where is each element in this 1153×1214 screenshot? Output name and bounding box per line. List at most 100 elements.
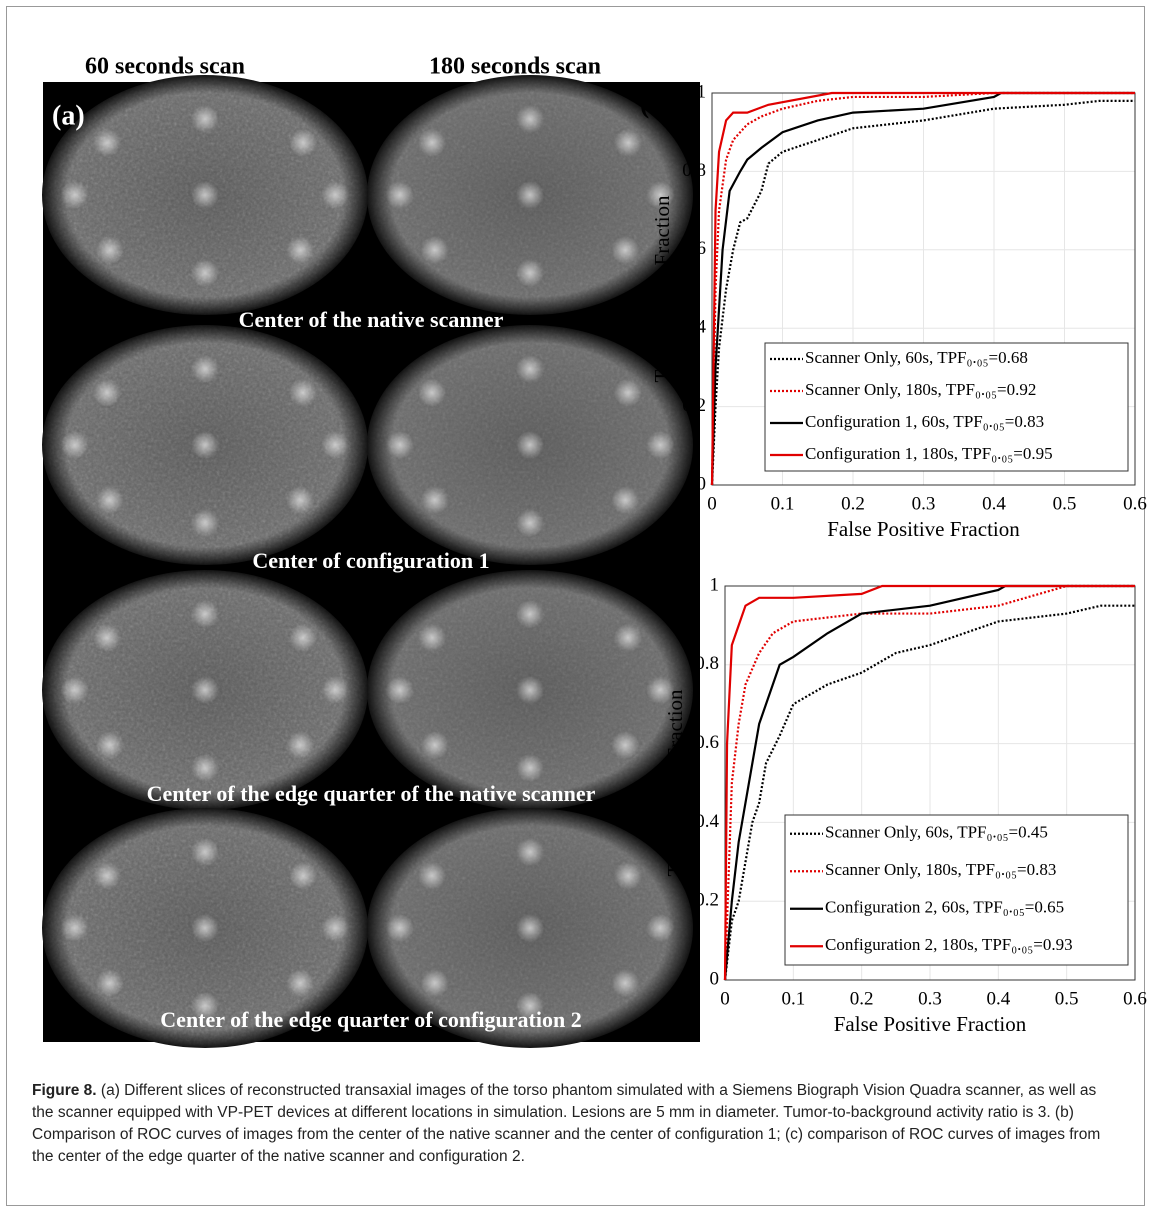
lesion-spot (286, 731, 315, 760)
lesion-spot (420, 969, 449, 998)
lesion-spot (611, 731, 640, 760)
panel-label: (c) (652, 564, 683, 595)
legend-label: Scanner Only, 60s, TPF₀.₀₅=0.68 (805, 348, 1028, 367)
caption-label: Figure 8. (32, 1082, 97, 1099)
legend-label: Scanner Only, 60s, TPF₀.₀₅=0.45 (825, 823, 1048, 842)
lesion-spot (60, 676, 89, 704)
lesion-spot (516, 431, 544, 459)
lesion-spot (191, 991, 219, 1020)
x-tick-label: 0.3 (918, 988, 942, 1009)
lesion-spot (191, 508, 219, 537)
lesion-spot (420, 236, 449, 265)
lesion-spot (321, 676, 350, 704)
x-tick-label: 0 (707, 493, 717, 514)
legend-label: Scanner Only, 180s, TPF₀.₀₅=0.83 (825, 860, 1056, 879)
y-tick-label: 1 (710, 574, 720, 595)
y-tick-label: 0.2 (695, 890, 719, 911)
x-tick-label: 0.4 (986, 988, 1010, 1009)
y-tick-label: 0.2 (682, 395, 706, 416)
x-tick-label: 0.6 (1123, 493, 1147, 514)
lesion-spot (191, 431, 219, 459)
lesion-spot (286, 236, 315, 265)
x-tick-label: 0 (720, 988, 730, 1009)
lesion-spot (321, 431, 350, 459)
lesion-spot (516, 753, 544, 782)
row-label: Center of the edge quarter of configurat… (160, 1007, 581, 1032)
y-tick-label: 1 (697, 81, 707, 102)
lesion-spot (93, 128, 121, 157)
lesion-spot (611, 486, 640, 515)
lesion-spot (516, 355, 544, 383)
lesion-spot (516, 676, 544, 704)
y-tick-label: 0.6 (695, 732, 719, 753)
lesion-spot (191, 676, 219, 704)
y-axis-label: True Positive Fraction (650, 195, 674, 383)
x-tick-label: 0.2 (841, 493, 865, 514)
lesion-spot (611, 236, 640, 265)
x-tick-label: 0.3 (912, 493, 936, 514)
lesion-spot (614, 861, 642, 890)
lesion-spot (321, 914, 350, 942)
lesion-spot (418, 861, 446, 890)
legend-label: Configuration 1, 180s, TPF₀.₀₅=0.95 (805, 444, 1053, 463)
y-tick-label: 0.8 (695, 653, 719, 674)
lesion-spot (93, 378, 121, 407)
lesion-spot (289, 623, 317, 652)
lesion-spot (95, 731, 124, 760)
x-tick-label: 0.1 (771, 493, 795, 514)
lesion-spot (385, 676, 414, 704)
column-header: 60 seconds scan (85, 54, 245, 80)
lesion-spot (289, 128, 317, 157)
legend-label: Configuration 2, 180s, TPF₀.₀₅=0.93 (825, 935, 1073, 954)
roc-curve (723, 584, 1135, 981)
x-tick-label: 0.5 (1053, 493, 1077, 514)
caption-text: (a) Different slices of reconstructed tr… (32, 1082, 1101, 1165)
lesion-spot (191, 600, 219, 628)
lesion-spot (191, 355, 219, 383)
lesion-spot (516, 600, 544, 628)
y-tick-label: 0.4 (695, 811, 719, 832)
panel-label: (b) (640, 88, 674, 119)
roc-curve (710, 91, 1135, 486)
x-axis-label: False Positive Fraction (834, 1012, 1027, 1036)
lesion-spot (191, 914, 219, 942)
row-label: Center of the native scanner (239, 307, 504, 332)
y-axis-label: True Positive Fraction (663, 689, 687, 877)
lesion-spot (60, 431, 89, 459)
lesion-spot (191, 753, 219, 782)
lesion-spot (191, 105, 219, 133)
lesion-spot (191, 838, 219, 866)
x-tick-label: 0.6 (1123, 988, 1147, 1009)
x-tick-label: 0.1 (781, 988, 805, 1009)
lesion-spot (646, 914, 675, 942)
roc-curve (710, 91, 1135, 486)
lesion-spot (418, 378, 446, 407)
lesion-spot (516, 508, 544, 537)
lesion-spot (611, 969, 640, 998)
lesion-spot (289, 861, 317, 890)
lesion-spot (646, 431, 675, 459)
lesion-spot (191, 181, 219, 209)
lesion-spot (646, 676, 675, 704)
lesion-spot (385, 914, 414, 942)
lesion-spot (60, 914, 89, 942)
lesion-spot (93, 861, 121, 890)
legend-label: Configuration 2, 60s, TPF₀.₀₅=0.65 (825, 898, 1064, 917)
lesion-spot (614, 378, 642, 407)
legend-label: Configuration 1, 60s, TPF₀.₀₅=0.83 (805, 412, 1044, 431)
x-tick-label: 0.2 (850, 988, 874, 1009)
legend-box (764, 342, 1129, 472)
y-tick-label: 0.4 (682, 317, 706, 338)
caption: Figure 8. (a) Different slices of recons… (32, 1080, 1122, 1168)
lesion-spot (420, 731, 449, 760)
lesion-spot (420, 486, 449, 515)
lesion-spot (418, 128, 446, 157)
lesion-spot (289, 378, 317, 407)
roc-curve (723, 604, 1135, 981)
lesion-spot (614, 128, 642, 157)
roc-curve (710, 99, 1135, 486)
column-header: 180 seconds scan (429, 54, 601, 80)
roc-curve (723, 584, 1135, 981)
lesion-spot (286, 969, 315, 998)
